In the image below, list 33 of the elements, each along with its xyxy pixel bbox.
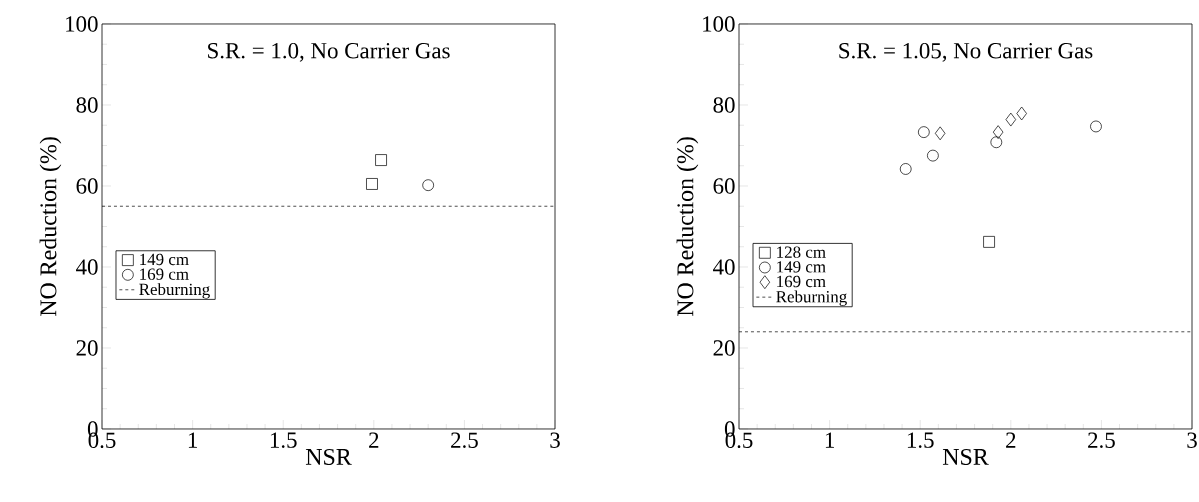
x-tick-label: 1.5 bbox=[907, 432, 934, 448]
y-tick-label: 80 bbox=[713, 97, 735, 113]
y-axis-title: NO Reduction (%) bbox=[676, 137, 699, 317]
x-tick-label: 1 bbox=[825, 432, 834, 448]
x-axis-title: NSR bbox=[942, 448, 989, 465]
y-tick-label: 20 bbox=[713, 340, 735, 356]
x-tick-label: 3 bbox=[550, 432, 560, 448]
y-tick-label: 80 bbox=[76, 97, 98, 113]
x-tick-label: 1 bbox=[188, 432, 197, 448]
y-tick-label: 40 bbox=[76, 259, 98, 275]
legend-label: 128 cm bbox=[777, 246, 826, 258]
legend-label: 169 cm bbox=[140, 268, 189, 280]
y-axis-title: NO Reduction (%) bbox=[39, 137, 62, 317]
text: S.R. = 1.05, No Carrier Gas bbox=[839, 42, 1093, 62]
x-tick-label: 2 bbox=[369, 432, 379, 448]
x-tick-label: 2.5 bbox=[451, 432, 478, 449]
legend-label: Reburning bbox=[776, 290, 847, 306]
legend-label: Reburning bbox=[139, 283, 210, 299]
x-tick-label: 2.5 bbox=[1088, 432, 1115, 449]
legend-label: 149 cm bbox=[777, 261, 826, 273]
legend-label: 169 cm bbox=[777, 275, 826, 288]
y-tick-label: 60 bbox=[713, 178, 735, 194]
y-tick-label: 40 bbox=[713, 259, 735, 275]
y-tick-label: 100 bbox=[703, 16, 735, 32]
x-tick-label: 3 bbox=[1187, 432, 1197, 448]
x-axis-title: NSR bbox=[305, 448, 352, 465]
legend-label: 149 cm bbox=[140, 253, 189, 266]
x-tick-label: 2 bbox=[1006, 432, 1016, 448]
y-tick-label: 20 bbox=[76, 340, 98, 356]
text: S.R. = 1.0, No Carrier Gas bbox=[208, 42, 450, 62]
x-tick-label: 1.5 bbox=[270, 432, 297, 448]
y-tick-label: 60 bbox=[76, 178, 98, 194]
y-tick-label: 100 bbox=[66, 16, 98, 32]
